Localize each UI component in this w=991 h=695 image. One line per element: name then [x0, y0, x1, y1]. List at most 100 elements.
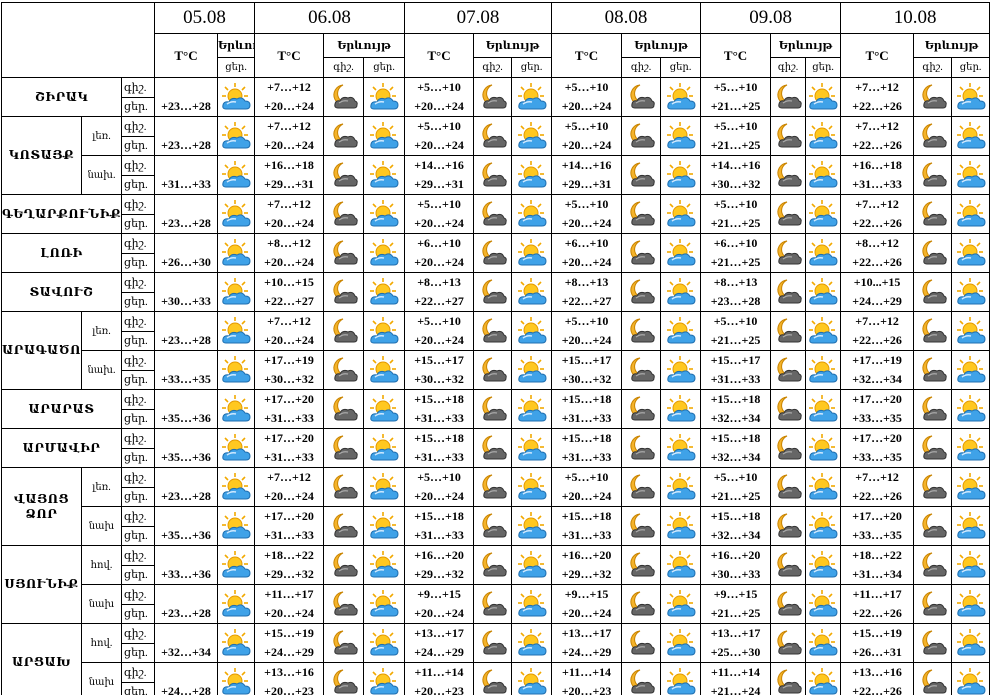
today-icon-cell	[217, 467, 256, 507]
today-icon-cell	[217, 194, 256, 234]
night-temp: +15…+19	[852, 626, 902, 640]
night-temp: +5…+10	[713, 314, 758, 328]
night-temp: +5…+10	[417, 197, 461, 211]
data-row: ցեր.	[2, 96, 990, 117]
night-label: գիշ.	[473, 57, 513, 78]
night-icon-cell	[913, 233, 953, 273]
region-name: ՏԱՎՈՒՇ	[1, 272, 122, 312]
temp-cell: +5…+10 +20…+24	[404, 77, 475, 117]
night-icon-cell	[473, 428, 513, 468]
night-icon	[630, 123, 655, 148]
night-icon	[777, 513, 802, 538]
day-icon	[517, 239, 547, 266]
night-temp: +8…+12	[267, 236, 311, 250]
day-icon	[370, 161, 399, 188]
night-icon	[332, 318, 358, 343]
day-icon-cell	[951, 428, 991, 468]
night-icon-cell	[913, 311, 953, 351]
night-icon-cell	[913, 272, 953, 312]
night-icon-cell	[473, 662, 513, 695]
day-temp: +20…+24	[264, 333, 314, 347]
temp-cell: +9…+15 +20…+24	[551, 584, 623, 624]
night-temp: +9…+15	[713, 587, 758, 601]
zone-label: նախ	[81, 662, 122, 695]
table-header: 05.0806.0807.0808.0809.0810.08T°CԵրևույթ…	[0, 2, 991, 78]
day-icon	[517, 200, 547, 227]
night-icon-cell	[770, 194, 807, 234]
day-temp: +22…+26	[852, 606, 902, 620]
night-icon-cell	[473, 194, 513, 234]
today-temp: +23…+28	[154, 77, 219, 117]
header-row: ցեր. գիշ. ցեր. գիշ. ցեր. գիշ. ցեր. գիշ. ցեր. գիշ.…	[2, 57, 991, 78]
night-icon	[332, 162, 358, 187]
day-icon-cell	[660, 545, 702, 585]
temp-cell: +5…+10 +20…+24	[551, 116, 623, 156]
night-icon-cell	[323, 662, 365, 695]
night-temp: +13…+17	[710, 626, 761, 640]
temp-cell: +7…+12 +20…+24	[254, 467, 325, 507]
day-icon-cell	[511, 389, 553, 429]
today-temp: +26…+30	[154, 233, 219, 273]
temp-cell: +7…+12 +20…+24	[254, 311, 325, 351]
night-temp: +17…+20	[852, 431, 902, 445]
night-icon-cell	[770, 428, 807, 468]
day-icon-cell	[805, 311, 842, 351]
temp-cell: +7…+12 +20…+24	[254, 194, 325, 234]
day-temp: +21…+25	[710, 606, 761, 620]
night-temp: +8…+13	[417, 275, 461, 289]
night-icon-cell	[323, 545, 365, 585]
temp-cell: +15…+18 +32…+34	[700, 428, 772, 468]
day-temp: +20…+24	[264, 138, 314, 152]
night-icon-cell	[473, 272, 513, 312]
night-icon-cell	[473, 350, 513, 390]
day-icon-cell	[363, 428, 406, 468]
night-icon	[921, 513, 947, 538]
night-label: գիշ.	[621, 57, 662, 78]
day-temp: +31…+33	[264, 411, 314, 425]
temp-cell: +8…+12 +20…+24	[254, 233, 325, 273]
phenomenon-label: Երևույթ	[621, 33, 702, 58]
temp-label: T°C	[700, 33, 772, 78]
day-label: ցեր.	[120, 135, 156, 156]
day-temp: +20…+24	[264, 255, 314, 269]
night-temp: +15…+18	[710, 509, 761, 523]
night-icon-cell	[323, 350, 365, 390]
region-name: ԱՐԱԳԱԾՈՏՆ	[1, 311, 82, 390]
day-icon	[809, 434, 838, 461]
day-icon-cell	[951, 194, 991, 234]
night-icon-cell	[913, 350, 953, 390]
day-icon	[517, 473, 547, 500]
day-temp: +31…+33	[414, 528, 464, 542]
night-icon	[630, 591, 655, 616]
day-icon-cell	[951, 116, 991, 156]
day-icon	[809, 668, 838, 695]
night-icon	[630, 396, 655, 421]
day-temp: +22…+26	[852, 684, 902, 695]
day-icon-cell	[363, 350, 406, 390]
night-icon-cell	[913, 116, 953, 156]
night-label: գիշ.	[120, 545, 156, 566]
night-icon-cell	[621, 155, 662, 195]
day-label: ցեր.	[120, 408, 156, 429]
day-icon-cell	[660, 662, 702, 695]
phenomenon-label: Երևույթ	[323, 33, 406, 58]
data-row: ցեր.	[2, 525, 990, 546]
day-icon-cell	[511, 194, 553, 234]
data-row: ցեր.	[2, 174, 990, 195]
day-icon-cell	[660, 623, 702, 663]
temp-cell: +13…+16 +20…+23	[254, 662, 325, 695]
temp-cell: +15…+17 +30…+32	[404, 350, 475, 390]
temp-cell: +11…+14 +21…+24	[700, 662, 772, 695]
night-label: գիշ.	[913, 57, 953, 78]
day-icon	[370, 629, 399, 656]
night-temp: +15…+18	[414, 392, 464, 406]
day-icon	[370, 512, 399, 539]
temp-cell: +5…+10 +20…+24	[404, 194, 475, 234]
today-temp: +32…+34	[154, 623, 219, 663]
temp-cell: +14…+16 +29…+31	[404, 155, 475, 195]
table-body: ՇԻՐԱԿ գիշ. +23…+28 +7…+12 +20…+24 +5…+10 +20…+…	[1, 77, 991, 695]
day-temp: +32…+34	[852, 372, 902, 386]
temp-cell: +15…+18 +31…+33	[551, 428, 623, 468]
temp-cell: +7…+12 +22…+26	[840, 467, 915, 507]
day-icon-cell	[363, 545, 406, 585]
